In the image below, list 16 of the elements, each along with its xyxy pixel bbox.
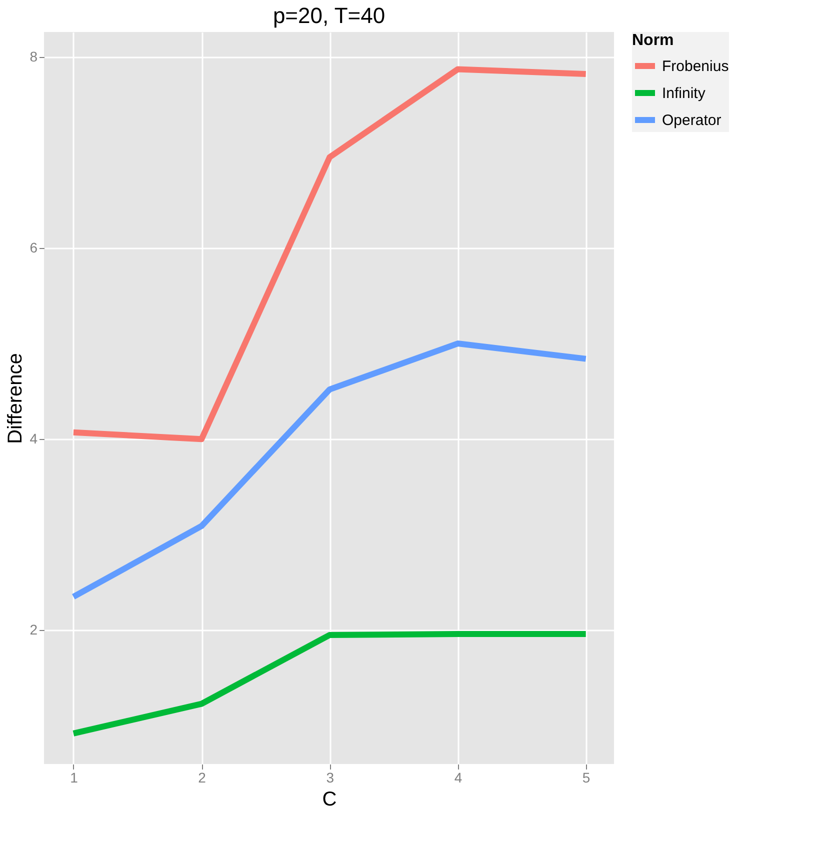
y-tick-label: 4: [30, 430, 38, 447]
x-axis-title: C: [322, 788, 337, 810]
legend-label: Operator: [662, 112, 722, 129]
y-tick-label: 2: [30, 622, 38, 638]
legend-label: Frobenius: [662, 58, 729, 75]
y-tick-label: 8: [30, 48, 38, 64]
legend-title: Norm: [632, 32, 674, 49]
x-tick-label: 4: [454, 770, 462, 786]
x-tick-label: 3: [326, 770, 334, 786]
x-tick-label: 1: [70, 770, 78, 786]
y-tick-label: 6: [30, 239, 38, 256]
x-tick-label: 2: [198, 770, 206, 786]
legend-label: Infinity: [662, 85, 706, 102]
x-tick-label: 5: [582, 770, 590, 786]
chart-title: p=20, T=40: [272, 3, 386, 28]
y-axis-title: Difference: [4, 353, 27, 444]
